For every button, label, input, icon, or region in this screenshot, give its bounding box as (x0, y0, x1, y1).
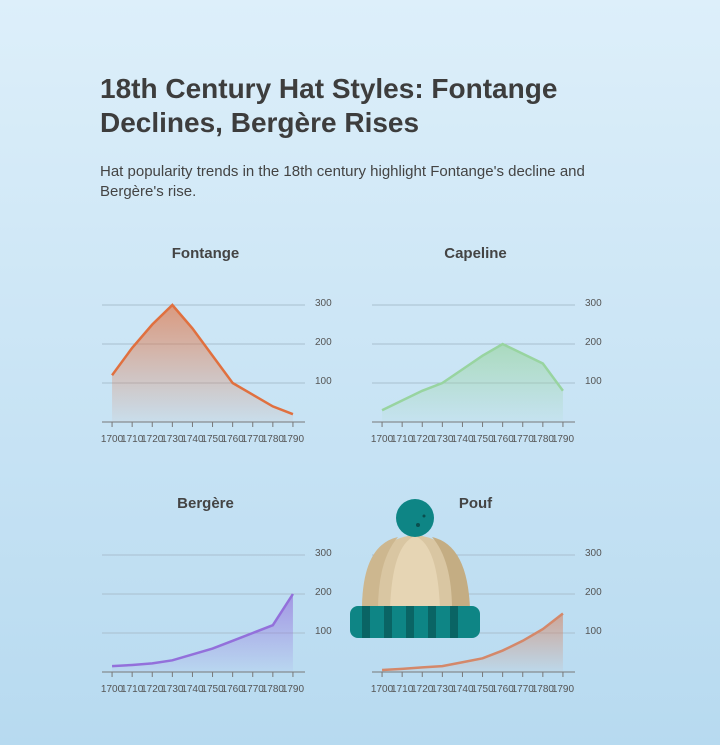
x-tick-label: 1780 (262, 434, 285, 445)
x-tick-label: 1770 (242, 684, 265, 695)
y-tick-label: 300 (315, 298, 332, 309)
page-title: 18th Century Hat Styles: Fontange Declin… (100, 73, 558, 138)
x-tick-label: 1730 (431, 684, 454, 695)
x-tick-label: 1760 (222, 684, 245, 695)
y-tick-label: 100 (315, 376, 332, 387)
x-tick-label: 1710 (121, 434, 144, 445)
x-tick-label: 1770 (512, 684, 535, 695)
y-tick-label: 300 (585, 298, 602, 309)
line (381, 612, 564, 672)
y-tick-label: 100 (585, 376, 602, 387)
x-tick-label: 1720 (411, 684, 434, 695)
x-tick-label: 1720 (141, 434, 164, 445)
x-tick-label: 1740 (181, 684, 204, 695)
x-tick-label: 1710 (391, 434, 414, 445)
x-tick-label: 1740 (181, 434, 204, 445)
x-tick-label: 1790 (282, 684, 305, 695)
x-tick-label: 1720 (411, 434, 434, 445)
subtitle: Hat popularity trends in the 18th centur… (100, 163, 585, 200)
x-tick-label: 1790 (282, 434, 305, 445)
area (112, 305, 293, 422)
y-tick-label: 100 (585, 626, 602, 637)
y-tick-label: 200 (315, 587, 332, 598)
x-tick-label: 1720 (141, 684, 164, 695)
x-tick-label: 1710 (121, 684, 144, 695)
chart-title: Capeline (444, 245, 507, 262)
x-tick-label: 1730 (431, 434, 454, 445)
x-tick-label: 1750 (471, 434, 494, 445)
x-tick-label: 1750 (201, 434, 224, 445)
x-tick-label: 1760 (222, 434, 245, 445)
x-tick-label: 1740 (451, 434, 474, 445)
area (382, 344, 563, 422)
x-tick-label: 1770 (242, 434, 265, 445)
x-tick-label: 1740 (451, 684, 474, 695)
x-tick-label: 1730 (161, 684, 184, 695)
x-tick-label: 1780 (532, 434, 555, 445)
x-tick-label: 1790 (552, 434, 575, 445)
x-tick-label: 1750 (471, 684, 494, 695)
x-tick-label: 1700 (371, 684, 394, 695)
chart-title: Bergère (177, 495, 234, 512)
x-tick-label: 1780 (262, 684, 285, 695)
y-tick-label: 200 (315, 337, 332, 348)
chart-title: Fontange (172, 245, 240, 262)
line (381, 342, 564, 412)
x-tick-label: 1730 (161, 434, 184, 445)
chart-title: Pouf (459, 495, 493, 512)
x-tick-label: 1750 (201, 684, 224, 695)
x-tick-label: 1790 (552, 684, 575, 695)
x-tick-label: 1700 (101, 434, 124, 445)
y-tick-label: 200 (585, 337, 602, 348)
line (111, 303, 294, 416)
area (112, 594, 293, 672)
x-tick-label: 1780 (532, 684, 555, 695)
line (111, 593, 294, 668)
x-tick-label: 1700 (101, 684, 124, 695)
x-tick-label: 1760 (492, 684, 515, 695)
y-tick-label: 300 (585, 548, 602, 559)
area (382, 613, 563, 672)
y-tick-label: 200 (585, 587, 602, 598)
x-tick-label: 1760 (492, 434, 515, 445)
y-tick-label: 100 (315, 626, 332, 637)
y-tick-label: 300 (315, 548, 332, 559)
x-tick-label: 1700 (371, 434, 394, 445)
x-tick-label: 1710 (391, 684, 414, 695)
x-tick-label: 1770 (512, 434, 535, 445)
